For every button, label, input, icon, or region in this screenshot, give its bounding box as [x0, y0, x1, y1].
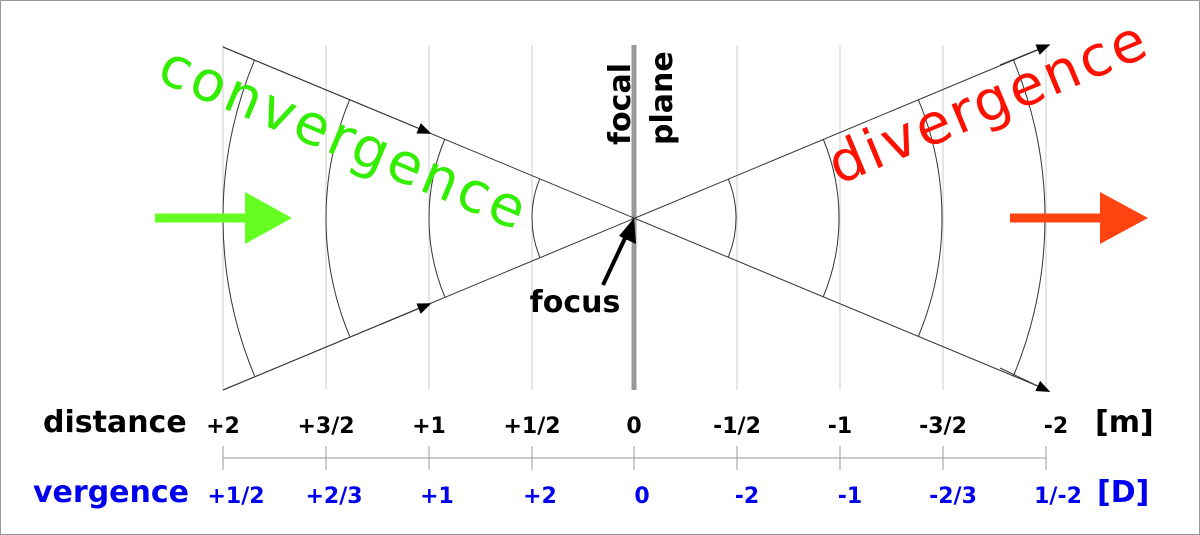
tick-labels: +2 +3/2 +1 +1/2 0 -1/2 -1 -3/2 -2 +1/2 +2/3 +1 +2 0 -2… [206, 414, 1082, 509]
focus-pointer [601, 233, 629, 286]
focus-pointer-head [619, 218, 636, 244]
vergence-tick: +1 [420, 484, 454, 509]
wavefront [822, 139, 840, 297]
vergence-tick: -1 [838, 484, 862, 509]
vergence-tick: -2/3 [929, 484, 977, 509]
distance-tick: +1/2 [503, 414, 560, 439]
focal-label: focal [603, 63, 638, 145]
grid [222, 45, 1047, 390]
wavefront [428, 139, 446, 297]
axis-ticks [222, 446, 1047, 470]
distance-tick: -2 [1044, 414, 1068, 439]
distance-unit: [m] [1095, 405, 1154, 440]
distance-tick: -1/2 [713, 414, 761, 439]
ray-arrow [222, 303, 432, 391]
distance-tick: 0 [626, 414, 641, 439]
wavefront [727, 178, 737, 258]
vergence-unit: [D] [1097, 475, 1149, 510]
distance-tick: +2 [206, 414, 240, 439]
wavefront [325, 99, 351, 337]
plane-label: plane [645, 51, 680, 145]
vergence-tick: -2 [735, 484, 759, 509]
focus-label: focus [530, 285, 621, 320]
wavefronts [222, 59, 1046, 377]
ray-arrow [999, 367, 1051, 393]
distance-tick: +3/2 [297, 414, 354, 439]
rays [222, 44, 1051, 393]
vergence-tick: 1/-2 [1034, 484, 1082, 509]
distance-label: distance [43, 405, 187, 440]
vergence-label: vergence [33, 475, 189, 510]
wavefront [531, 178, 541, 258]
vergence-tick: +2 [523, 484, 557, 509]
distance-tick: -3/2 [919, 414, 967, 439]
green-arrow [155, 192, 292, 244]
ray-arrow [222, 46, 432, 134]
vergence-tick: +2/3 [305, 484, 362, 509]
distance-tick: -1 [828, 414, 852, 439]
ray-arrow [999, 44, 1051, 66]
red-arrow [1010, 192, 1148, 244]
vergence-tick: 0 [634, 484, 649, 509]
wavefront [917, 99, 943, 337]
distance-tick: +1 [412, 414, 446, 439]
vergence-tick: +1/2 [207, 484, 264, 509]
